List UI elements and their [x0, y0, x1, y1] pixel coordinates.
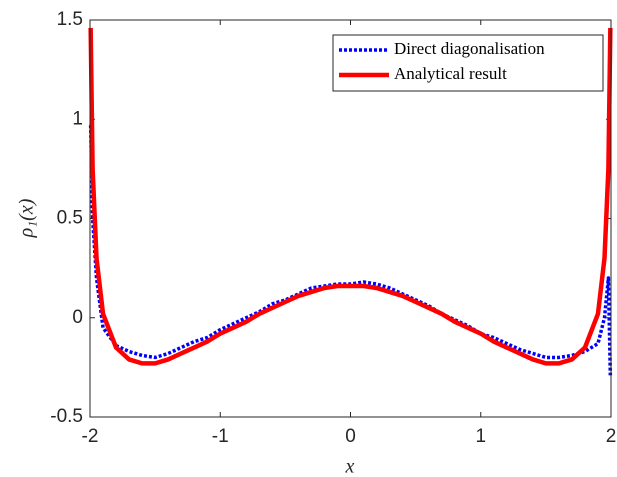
y-tick-label: -0.5 — [50, 406, 83, 427]
x-tick-label: 2 — [606, 426, 617, 447]
y-tick-label: 1 — [72, 108, 83, 129]
y-tick-label: 0.5 — [57, 208, 83, 229]
plot-frame — [89, 19, 612, 418]
x-tick-label: 1 — [475, 426, 486, 447]
y-axis-label: ρ₁(x) — [16, 198, 38, 238]
legend-label: Direct diagonalisation — [394, 39, 545, 58]
legend-label: Analytical result — [394, 64, 507, 83]
data-line — [88, 27, 613, 366]
legend-box — [332, 34, 604, 92]
x-tick-label: -2 — [82, 426, 99, 447]
x-axis-label: x — [345, 456, 355, 477]
x-tick-label: -1 — [212, 426, 229, 447]
y-tick-label: 1.5 — [57, 9, 83, 30]
x-tick-label: 0 — [345, 426, 356, 447]
y-tick-label: 0 — [72, 307, 83, 328]
